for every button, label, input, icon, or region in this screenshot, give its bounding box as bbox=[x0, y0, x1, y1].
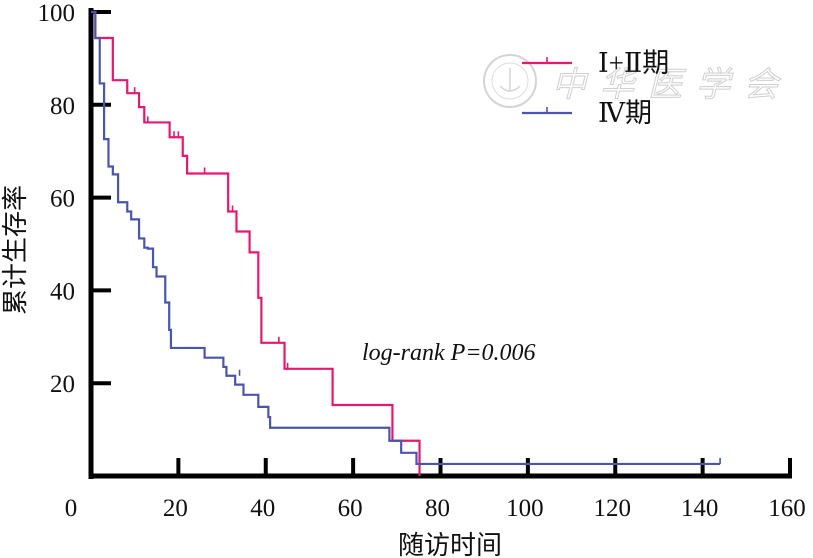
watermark-text: 中华医学会 bbox=[552, 67, 792, 104]
x-tick-label: 120 bbox=[594, 495, 632, 522]
y-tick-label: 100 bbox=[38, 0, 76, 27]
y-tick-label: 60 bbox=[50, 186, 75, 213]
survival-curve-2 bbox=[91, 10, 721, 466]
axes: 0 20 40 60 80 100 120 140 160 20 40 60 80 100 bbox=[38, 0, 806, 522]
y-tick-label: 40 bbox=[50, 278, 75, 305]
seal-logo-icon bbox=[483, 54, 537, 108]
survival-curve-1 bbox=[91, 10, 421, 476]
x-tick-label: 80 bbox=[425, 495, 450, 522]
x-tick-label: 40 bbox=[250, 495, 275, 522]
x-tick-label: 140 bbox=[681, 495, 719, 522]
y-tick-label: 20 bbox=[50, 371, 75, 398]
legend: Ⅰ+Ⅱ期 Ⅳ期 bbox=[522, 48, 669, 128]
x-axis-title: 随访时间 bbox=[398, 531, 502, 558]
series-layer bbox=[91, 10, 721, 476]
x-tick-label: 60 bbox=[338, 495, 363, 522]
y-axis-title: 累计生存率 bbox=[1, 185, 30, 315]
logrank-annotation: log-rank P=0.006 bbox=[362, 340, 536, 366]
legend-label-2: Ⅳ期 bbox=[598, 98, 652, 128]
x-tick-label: 160 bbox=[768, 495, 806, 522]
x-tick-label: 100 bbox=[506, 495, 544, 522]
x-tick-label: 0 bbox=[65, 495, 78, 522]
legend-label-1: Ⅰ+Ⅱ期 bbox=[598, 48, 669, 78]
y-tick-label: 80 bbox=[50, 93, 75, 120]
x-tick-label: 20 bbox=[163, 495, 188, 522]
watermark: 中华医学会 bbox=[483, 54, 792, 108]
